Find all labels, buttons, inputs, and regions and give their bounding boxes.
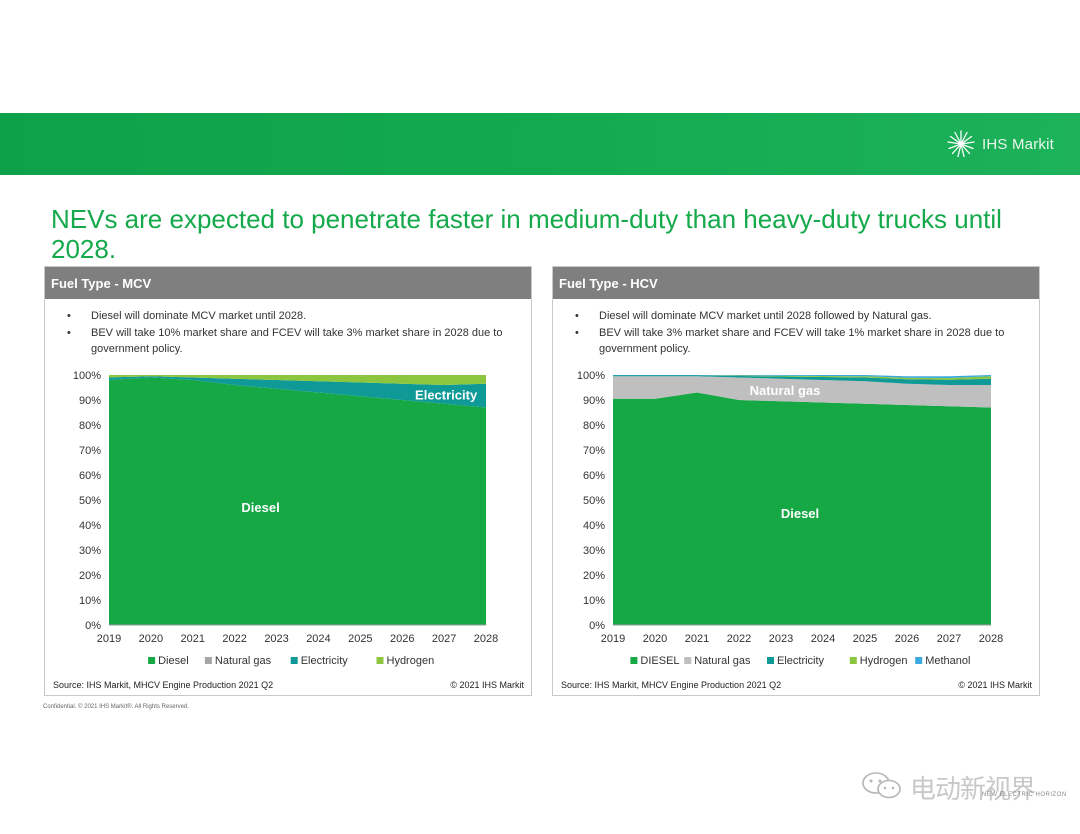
legend-swatch (204, 657, 212, 664)
x-tick-label: 2027 (432, 633, 456, 645)
area-series-diesel (109, 377, 486, 625)
area-series-electricity (109, 376, 486, 408)
legend-swatch (684, 657, 692, 664)
x-tick-label: 2019 (97, 633, 121, 645)
y-tick-label: 0% (85, 620, 101, 632)
x-tick-label: 2024 (306, 633, 330, 645)
legend-swatch (376, 657, 384, 664)
y-tick-label: 60% (79, 470, 101, 482)
mcv-fuel-share-chart: 0% 10% 20% 30% 40% 50% 60% 70% 80% 90% 100% 2019 202… (73, 370, 498, 667)
y-tick-label: 30% (79, 545, 101, 557)
slide-title: NEVs are expected to penetrate faster in… (51, 204, 1002, 264)
y-tick-label: 50% (79, 495, 101, 507)
area-series-methanol (613, 375, 991, 378)
bullet-item: BEV will take 3% market share and FCEV w… (553, 325, 1039, 358)
y-tick-label: 30% (583, 545, 605, 557)
legend-label: Electricity (777, 655, 825, 667)
legend-label: Electricity (301, 655, 349, 667)
y-tick-label: 20% (79, 570, 101, 582)
area-series-electricity (613, 375, 991, 385)
y-tick-label: 40% (583, 520, 605, 532)
copyright-note: © 2021 IHS Markit (450, 680, 524, 690)
y-tick-label: 100% (577, 370, 605, 382)
legend-label: Methanol (925, 655, 970, 667)
legend-swatch (290, 657, 298, 664)
x-tick-label: 2023 (264, 633, 288, 645)
x-tick-label: 2024 (811, 633, 835, 645)
legend-label: Hydrogen (860, 655, 908, 667)
watermark: 电动新视界 NEW ELECTRIC HORIZON (860, 764, 1070, 805)
area-series-natural-gas (613, 376, 991, 408)
x-tick-label: 2025 (853, 633, 877, 645)
y-tick-label: 10% (583, 595, 605, 607)
x-tick-label: 2020 (139, 633, 163, 645)
x-tick-label: 2023 (769, 633, 793, 645)
y-tick-label: 80% (79, 420, 101, 432)
legend-swatch (767, 657, 774, 664)
area-series-diesel (613, 392, 991, 625)
y-tick-label: 70% (583, 445, 605, 457)
legend-label: DIESEL (640, 655, 679, 667)
watermark-subtext: NEW ELECTRIC HORIZON (982, 792, 1067, 798)
area-series-hydrogen (613, 375, 991, 380)
source-note: Source: IHS Markit, MHCV Engine Producti… (561, 680, 782, 690)
bullet-item: Diesel will dominate MCV market until 20… (45, 308, 531, 325)
legend-swatch (148, 657, 156, 664)
wechat-icon (862, 772, 901, 799)
bullet-list: Diesel will dominate MCV market until 20… (45, 299, 531, 358)
panel-title: Fuel Type - HCV (553, 267, 1039, 299)
legend-label: Diesel (158, 655, 189, 667)
series-label: Natural gas (750, 383, 821, 398)
series-label: Electricity (415, 387, 478, 402)
y-tick-label: 100% (73, 370, 101, 382)
x-tick-label: 2027 (937, 633, 961, 645)
copyright-note: © 2021 IHS Markit (958, 680, 1032, 690)
hcv-fuel-share-chart: 0% 10% 20% 30% 40% 50% 60% 70% 80% 90% 100% 2019 202… (577, 370, 1003, 667)
y-tick-label: 90% (79, 395, 101, 407)
x-tick-label: 2026 (390, 633, 414, 645)
panel-mcv: Fuel Type - MCV Diesel will dominate MCV… (44, 266, 532, 696)
legend-swatch (915, 657, 923, 664)
x-tick-label: 2025 (348, 633, 372, 645)
legend-label: Natural gas (694, 655, 751, 667)
panel-hcv: Fuel Type - HCV Diesel will dominate MCV… (552, 266, 1040, 696)
x-tick-label: 2021 (181, 633, 205, 645)
legend-label: Natural gas (215, 655, 272, 667)
y-tick-label: 70% (79, 445, 101, 457)
source-note: Source: IHS Markit, MHCV Engine Producti… (53, 680, 274, 690)
brand-logo: IHS Markit (944, 129, 1054, 159)
x-tick-label: 2028 (979, 633, 1003, 645)
legend-label: Hydrogen (387, 655, 435, 667)
x-tick-label: 2021 (685, 633, 709, 645)
ihs-starburst-icon (947, 130, 975, 158)
y-tick-label: 80% (583, 420, 605, 432)
brand-name: IHS Markit (981, 135, 1054, 153)
x-tick-label: 2026 (895, 633, 919, 645)
x-tick-label: 2028 (474, 633, 498, 645)
bullet-list: Diesel will dominate MCV market until 20… (553, 299, 1039, 358)
y-tick-label: 0% (589, 620, 605, 632)
watermark-text: 电动新视界 (910, 775, 1036, 805)
x-tick-label: 2019 (601, 633, 625, 645)
y-tick-label: 20% (583, 570, 605, 582)
bullet-item: BEV will take 10% market share and FCEV … (45, 325, 531, 358)
legend-swatch (630, 657, 638, 664)
panel-title: Fuel Type - MCV (45, 267, 531, 299)
y-tick-label: 40% (79, 520, 101, 532)
area-series-hydrogen (109, 375, 486, 385)
x-tick-label: 2022 (222, 633, 246, 645)
y-tick-label: 90% (583, 395, 605, 407)
confidential-note: Confidential. © 2021 IHS Markit®. All Ri… (43, 704, 189, 710)
y-tick-label: 50% (583, 495, 605, 507)
series-label: Diesel (241, 500, 279, 515)
bullet-item: Diesel will dominate MCV market until 20… (553, 308, 1039, 325)
y-tick-label: 60% (583, 470, 605, 482)
y-tick-label: 10% (79, 595, 101, 607)
header-banner: IHS Markit (0, 113, 1080, 175)
x-tick-label: 2020 (643, 633, 667, 645)
legend-swatch (849, 657, 857, 664)
series-label: Diesel (781, 506, 819, 521)
x-tick-label: 2022 (727, 633, 751, 645)
